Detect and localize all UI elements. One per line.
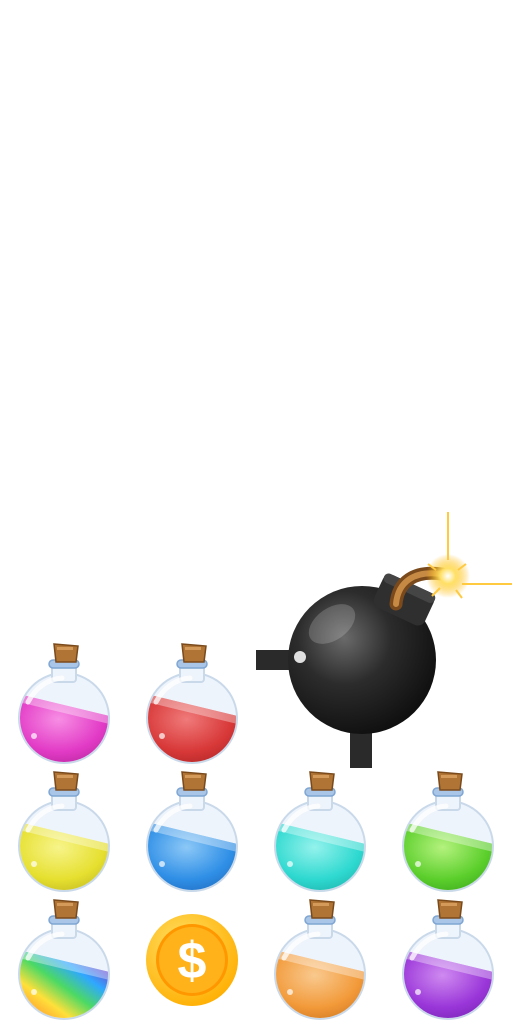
coin-symbol: $ (178, 932, 207, 990)
potion-blue (128, 768, 256, 896)
potion-rainbow (0, 896, 128, 1024)
dollar-coin-icon: $ (128, 896, 256, 1024)
potion-cyan (256, 768, 384, 896)
potion-red (128, 640, 256, 768)
potion-yellow (0, 768, 128, 896)
bomb-icon (256, 512, 512, 768)
potion-orange (256, 896, 384, 1024)
potion-purple (384, 896, 512, 1024)
potion-pink (0, 640, 128, 768)
potion-green (384, 768, 512, 896)
